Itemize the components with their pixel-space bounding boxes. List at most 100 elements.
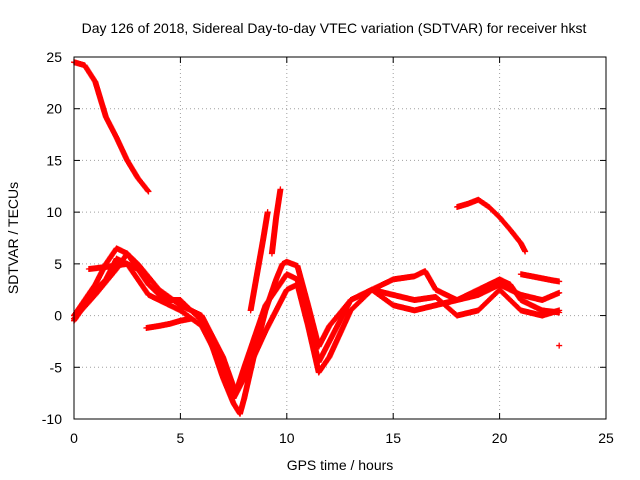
x-tick-label: 5: [177, 430, 185, 446]
data-point: [94, 283, 97, 286]
data-point: [296, 265, 299, 267]
data-point: [558, 344, 560, 347]
data-point: [94, 294, 97, 296]
data-point: [179, 304, 182, 307]
data-point: [158, 299, 160, 301]
data-point: [145, 327, 148, 329]
data-point: [105, 116, 107, 118]
y-tick-label: -10: [42, 411, 62, 427]
x-tick-label: 15: [385, 430, 401, 446]
data-point: [456, 299, 458, 301]
ticks: 0 5 10 15 20 25 -10 -5 0 5 10 15 20 25: [42, 49, 614, 446]
data-point: [262, 237, 265, 239]
data-point: [349, 309, 352, 312]
data-point: [147, 294, 150, 296]
data-point: [94, 288, 97, 291]
data-point: [413, 309, 416, 312]
data-point: [279, 188, 282, 191]
data-point: [520, 242, 522, 244]
data-point: [243, 366, 246, 369]
data-point: [147, 283, 150, 286]
data-point: [234, 392, 237, 394]
data-point: [434, 288, 437, 291]
series-track-f: [143, 315, 195, 331]
series-track-b: [71, 245, 563, 417]
y-tick-label: 25: [46, 49, 62, 65]
data-point: [271, 252, 273, 255]
y-tick-label: 0: [54, 308, 62, 324]
data-point: [392, 294, 395, 296]
y-axis-title: SDTVAR / TECUs: [5, 182, 21, 294]
data-point: [275, 216, 277, 219]
x-tick-label: 10: [279, 430, 295, 446]
data-point: [456, 314, 458, 317]
data-point: [477, 294, 480, 296]
x-tick-label: 20: [492, 430, 508, 446]
data-point: [498, 283, 501, 286]
data-point: [541, 277, 543, 280]
data-point: [286, 273, 288, 276]
data-point: [317, 345, 320, 348]
data-point: [530, 275, 533, 278]
data-point: [296, 278, 299, 281]
data-point: [239, 413, 241, 415]
data-point: [349, 299, 352, 301]
data-point: [477, 309, 480, 312]
data-point: [137, 177, 139, 179]
data-point: [552, 279, 554, 282]
x-tick-label: 25: [598, 430, 614, 446]
series-track-g: [247, 209, 271, 314]
y-tick-label: 10: [46, 204, 62, 220]
data-point: [115, 257, 118, 260]
data-point: [126, 252, 128, 255]
y-tick-label: 5: [54, 256, 62, 272]
data-point: [137, 278, 139, 281]
data-point: [200, 325, 203, 327]
series-track-e: [85, 260, 141, 273]
data-point: [477, 198, 480, 201]
data-point: [317, 361, 320, 363]
y-tick-label: 15: [46, 152, 62, 168]
data-point: [179, 319, 182, 322]
data-point: [179, 299, 182, 301]
data-point: [498, 288, 501, 291]
data-point: [158, 325, 160, 327]
data-point: [168, 323, 171, 325]
data-point: [83, 64, 86, 67]
data-point: [264, 330, 267, 332]
y-tick-label: -5: [50, 359, 63, 375]
data-point: [147, 190, 150, 193]
data-point: [275, 278, 277, 281]
data-point: [541, 314, 543, 317]
x-axis-title: GPS time / hours: [287, 457, 394, 473]
data-point: [434, 296, 437, 298]
y-tick-label: 20: [46, 101, 62, 117]
data-point: [520, 294, 522, 296]
data-point: [328, 356, 331, 358]
data-points: [71, 59, 563, 417]
x-tick-label: 0: [70, 430, 78, 446]
data-point: [558, 280, 560, 283]
series-track-j: [517, 271, 563, 285]
data-point: [434, 304, 437, 307]
data-point: [520, 309, 522, 312]
data-point: [498, 278, 501, 281]
data-point: [281, 263, 284, 265]
data-point: [158, 294, 160, 296]
data-point: [249, 309, 252, 312]
data-point: [558, 309, 560, 312]
data-point: [222, 376, 224, 379]
data-point: [200, 314, 203, 317]
data-point: [317, 371, 320, 374]
data-point: [126, 159, 128, 162]
data-point: [524, 250, 526, 253]
chart-title: Day 126 of 2018, Sidereal Day-to-day VTE…: [82, 20, 587, 36]
data-point: [126, 263, 128, 265]
data-point: [286, 288, 288, 291]
data-point: [232, 397, 235, 400]
data-point: [243, 397, 246, 400]
data-point: [413, 275, 416, 278]
data-point: [424, 270, 426, 272]
data-point: [541, 299, 543, 301]
